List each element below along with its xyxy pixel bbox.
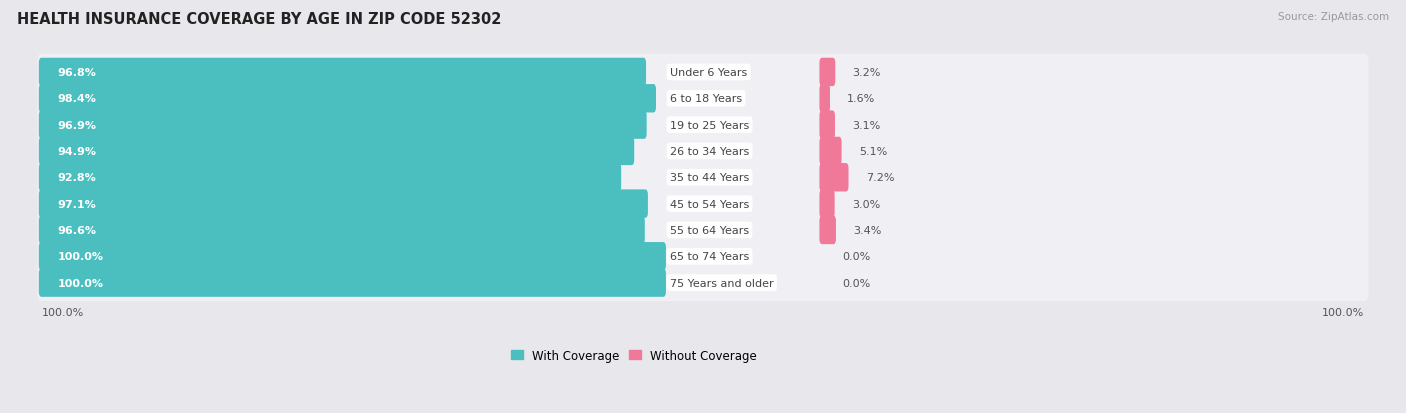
Text: 55 to 64 Years: 55 to 64 Years	[669, 225, 749, 235]
Text: Source: ZipAtlas.com: Source: ZipAtlas.com	[1278, 12, 1389, 22]
FancyBboxPatch shape	[39, 111, 647, 140]
FancyBboxPatch shape	[820, 59, 835, 87]
Text: 100.0%: 100.0%	[58, 252, 103, 261]
Text: 45 to 54 Years: 45 to 54 Years	[669, 199, 749, 209]
Text: 100.0%: 100.0%	[58, 278, 103, 288]
Text: 26 to 34 Years: 26 to 34 Years	[669, 147, 749, 157]
FancyBboxPatch shape	[38, 55, 1368, 91]
Text: HEALTH INSURANCE COVERAGE BY AGE IN ZIP CODE 52302: HEALTH INSURANCE COVERAGE BY AGE IN ZIP …	[17, 12, 502, 27]
Text: 3.2%: 3.2%	[852, 68, 882, 78]
FancyBboxPatch shape	[39, 85, 657, 113]
FancyBboxPatch shape	[820, 164, 849, 192]
Text: 92.8%: 92.8%	[58, 173, 96, 183]
FancyBboxPatch shape	[39, 216, 645, 244]
Text: 0.0%: 0.0%	[842, 278, 870, 288]
FancyBboxPatch shape	[39, 242, 666, 271]
FancyBboxPatch shape	[38, 212, 1368, 249]
FancyBboxPatch shape	[39, 59, 645, 87]
Text: Under 6 Years: Under 6 Years	[669, 68, 747, 78]
Text: 1.6%: 1.6%	[848, 94, 876, 104]
Text: 3.0%: 3.0%	[852, 199, 880, 209]
Text: 97.1%: 97.1%	[58, 199, 96, 209]
Text: 96.9%: 96.9%	[58, 120, 97, 130]
FancyBboxPatch shape	[38, 159, 1368, 196]
Text: 7.2%: 7.2%	[866, 173, 894, 183]
Text: 0.0%: 0.0%	[842, 252, 870, 261]
FancyBboxPatch shape	[39, 190, 648, 218]
Text: 19 to 25 Years: 19 to 25 Years	[669, 120, 749, 130]
FancyBboxPatch shape	[820, 138, 842, 166]
FancyBboxPatch shape	[38, 133, 1368, 170]
Text: 65 to 74 Years: 65 to 74 Years	[669, 252, 749, 261]
Text: 3.1%: 3.1%	[852, 120, 880, 130]
Text: 100.0%: 100.0%	[41, 307, 84, 317]
FancyBboxPatch shape	[38, 265, 1368, 301]
Text: 94.9%: 94.9%	[58, 147, 97, 157]
FancyBboxPatch shape	[38, 107, 1368, 144]
Text: 75 Years and older: 75 Years and older	[669, 278, 773, 288]
FancyBboxPatch shape	[820, 190, 835, 218]
Text: 35 to 44 Years: 35 to 44 Years	[669, 173, 749, 183]
FancyBboxPatch shape	[39, 138, 634, 166]
FancyBboxPatch shape	[38, 81, 1368, 117]
Text: 96.6%: 96.6%	[58, 225, 97, 235]
Text: 100.0%: 100.0%	[1322, 307, 1365, 317]
Text: 6 to 18 Years: 6 to 18 Years	[669, 94, 742, 104]
FancyBboxPatch shape	[39, 269, 666, 297]
FancyBboxPatch shape	[820, 85, 830, 113]
FancyBboxPatch shape	[38, 186, 1368, 223]
Text: 96.8%: 96.8%	[58, 68, 96, 78]
Text: 98.4%: 98.4%	[58, 94, 96, 104]
Legend: With Coverage, Without Coverage: With Coverage, Without Coverage	[512, 349, 758, 362]
FancyBboxPatch shape	[39, 164, 621, 192]
FancyBboxPatch shape	[820, 111, 835, 140]
Text: 5.1%: 5.1%	[859, 147, 887, 157]
Text: 3.4%: 3.4%	[853, 225, 882, 235]
FancyBboxPatch shape	[820, 216, 837, 244]
FancyBboxPatch shape	[38, 238, 1368, 275]
